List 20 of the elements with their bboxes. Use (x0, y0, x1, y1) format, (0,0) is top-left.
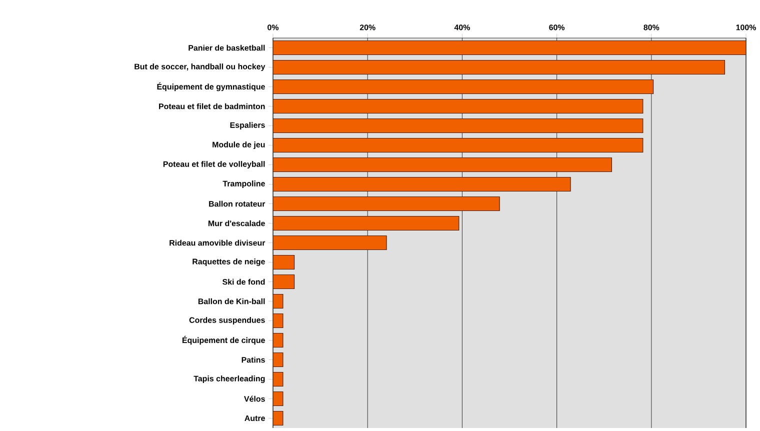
bar (273, 391, 284, 406)
bar (273, 138, 644, 153)
bar (273, 176, 571, 192)
bar (273, 118, 644, 134)
bar (273, 313, 284, 328)
bar (273, 372, 284, 387)
bar (273, 40, 746, 56)
bar (273, 352, 284, 368)
bar (273, 98, 644, 114)
bar (273, 332, 284, 348)
bar (273, 294, 284, 309)
bar (273, 410, 284, 426)
bar (273, 60, 726, 75)
bar (273, 274, 295, 290)
bar (273, 196, 500, 212)
bar (273, 157, 612, 172)
bar (273, 235, 387, 250)
bar (273, 216, 460, 231)
bar (273, 254, 295, 270)
bar (273, 79, 654, 94)
